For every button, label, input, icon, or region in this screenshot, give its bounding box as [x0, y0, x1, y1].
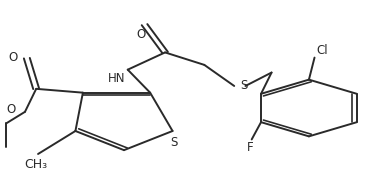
Text: F: F — [246, 141, 253, 154]
Text: O: O — [6, 103, 16, 116]
Text: Cl: Cl — [316, 44, 328, 57]
Text: S: S — [171, 136, 178, 149]
Text: CH₃: CH₃ — [25, 158, 48, 171]
Text: HN: HN — [108, 72, 126, 85]
Text: O: O — [136, 28, 146, 41]
Text: O: O — [8, 51, 18, 64]
Text: S: S — [240, 79, 247, 91]
